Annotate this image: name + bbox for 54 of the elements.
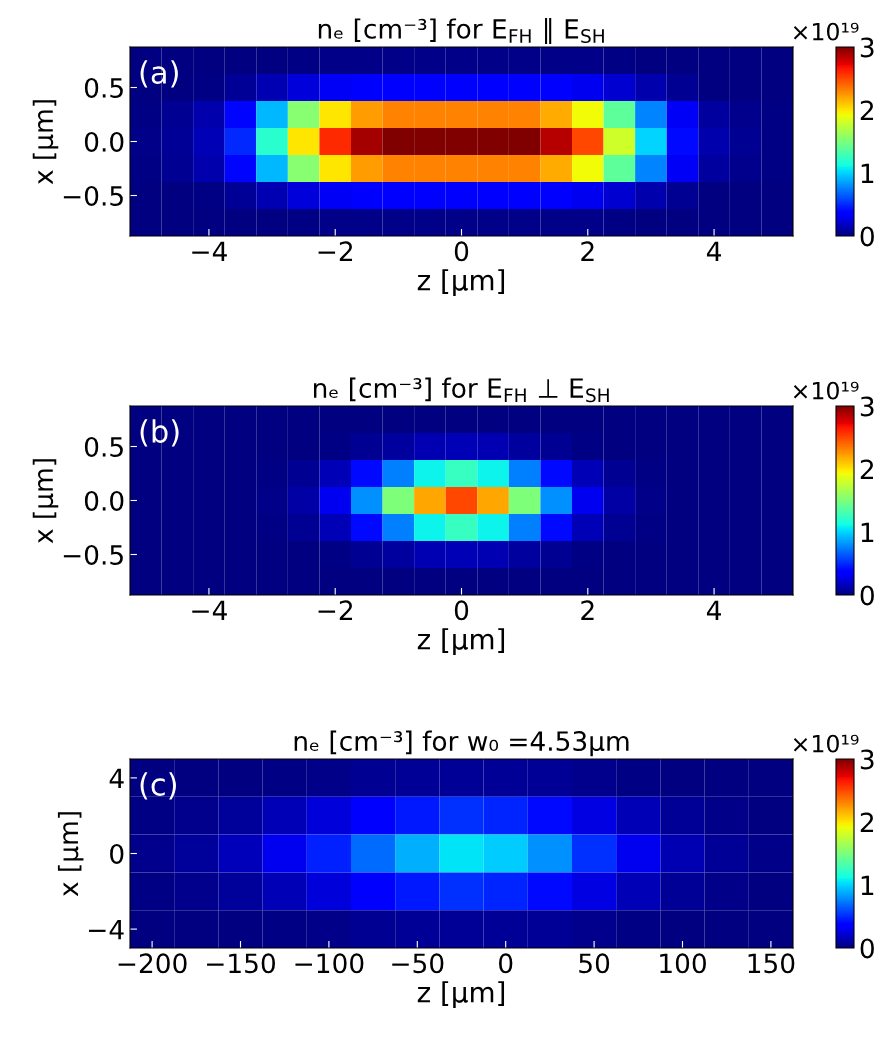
y-axis-title: x [μm] (32, 459, 59, 544)
text: ×10¹⁹ (793, 22, 859, 41)
color-bar-label: 3 (860, 396, 874, 417)
annotation: (a) (140, 60, 178, 88)
x-tick-label: 0 (499, 953, 513, 974)
color-bar-label: 1 (861, 522, 874, 543)
y-tick-label: −0.5 (63, 185, 123, 206)
color-bar-label: 1 (861, 875, 874, 896)
text: ×10¹⁹ (793, 734, 859, 753)
x-tick-label: 0 (454, 241, 469, 262)
x-tick-label: −100 (295, 953, 364, 974)
x-tick-label: −4 (192, 241, 227, 261)
x-tick-label: −200 (118, 953, 187, 974)
x-tick-label: −2 (318, 600, 353, 620)
y-tick-label: 0.0 (84, 490, 124, 511)
y-axis-title: x [μm] (57, 812, 84, 897)
y-axis-title: x [μm] (32, 100, 59, 185)
x-tick-label: −4 (192, 600, 227, 620)
x-tick-label: 0 (454, 600, 469, 621)
color-bar-label: 0 (860, 226, 874, 247)
y-tick-label: −4 (89, 919, 124, 940)
color-bar-label: 1 (861, 163, 874, 184)
chart-title: nₑ [cm⁻³] for E$_{FH}$ ∥ E$_{SH}$ (318, 18, 604, 45)
x-tick-label: 100 (660, 953, 706, 974)
text: ×10¹⁹ (793, 381, 859, 400)
chart-title: nₑ [cm⁻³] for w₀ =4.53μm (294, 730, 629, 757)
y-tick-label: 4 (109, 768, 124, 788)
x-tick-label: 50 (579, 953, 610, 974)
y-tick-label: 0.5 (84, 436, 123, 457)
chart-title: nₑ [cm⁻³] for E$_{FH}$ ⊥ E$_{SH}$ (314, 377, 609, 403)
color-bar-label: 2 (860, 459, 874, 480)
color-bar-label: 0 (860, 938, 874, 959)
y-tick-label: 0 (110, 843, 124, 864)
annotation: (c) (140, 772, 176, 800)
y-tick-label: −0.5 (63, 544, 123, 565)
x-tick-label: 150 (748, 953, 795, 974)
color-bar-label: 0 (860, 585, 874, 606)
x-axis-title: z [μm] (417, 269, 505, 297)
x-tick-label: 4 (706, 241, 721, 261)
x-tick-label: −150 (207, 953, 275, 974)
y-tick-label: 0.5 (84, 77, 123, 98)
x-tick-label: −50 (392, 953, 444, 974)
color-bar-label: 3 (860, 749, 874, 770)
x-axis-title: z [μm] (417, 981, 505, 1009)
color-bar-label: 2 (860, 100, 874, 121)
x-axis-title: z [μm] (417, 628, 505, 656)
x-tick-label: 4 (706, 600, 721, 620)
annotation: (b) (140, 419, 179, 447)
color-bar-label: 3 (860, 37, 874, 58)
color-bar-label: 2 (860, 812, 874, 833)
y-tick-label: 0.0 (84, 131, 124, 152)
x-tick-label: 2 (581, 600, 594, 620)
x-tick-label: 2 (581, 241, 594, 261)
x-tick-label: −2 (318, 241, 353, 261)
